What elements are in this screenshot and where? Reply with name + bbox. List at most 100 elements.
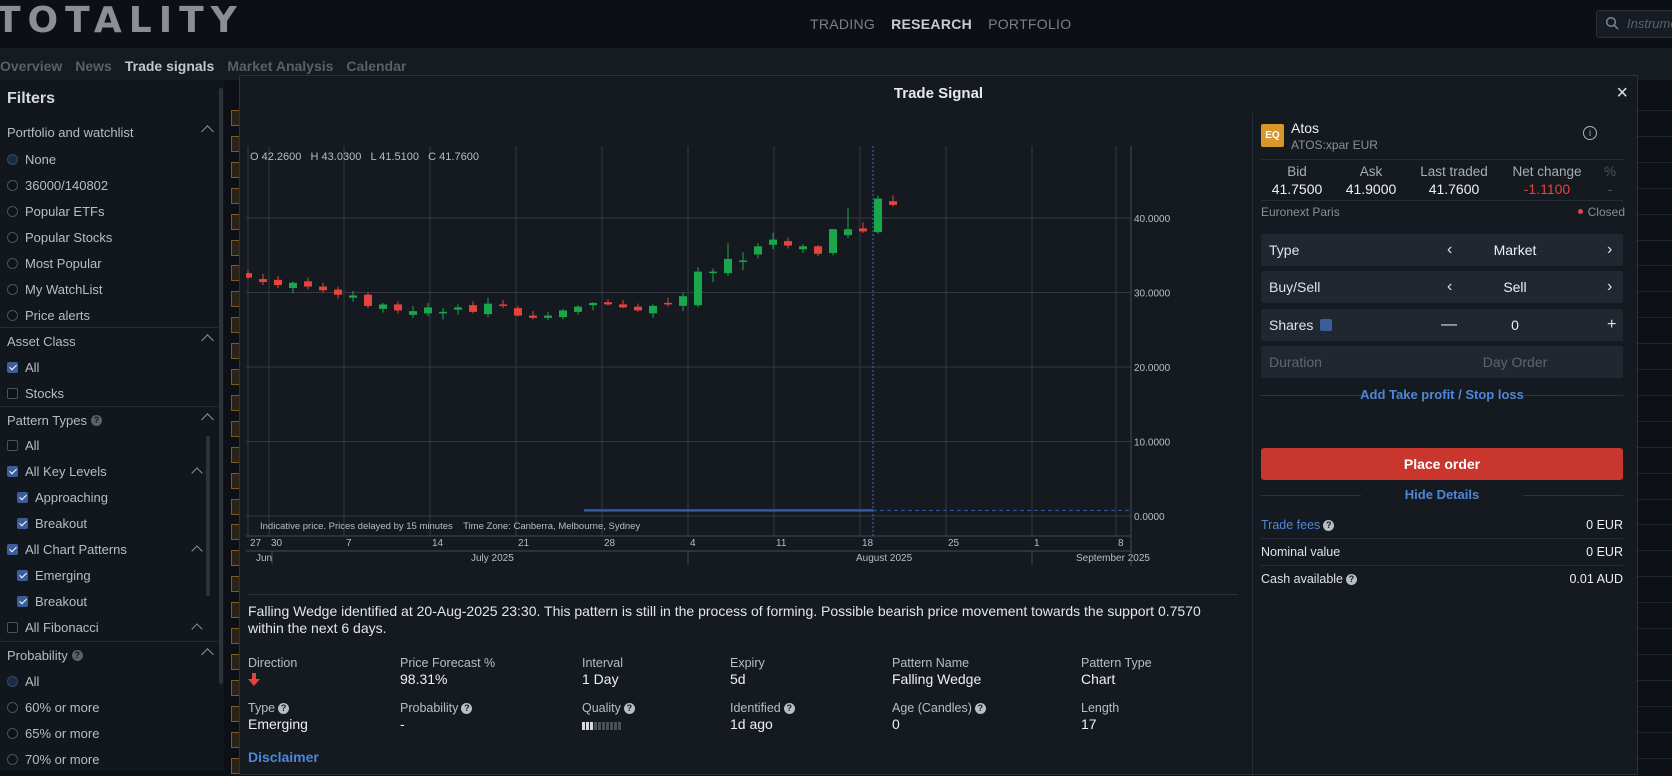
tab-calendar[interactable]: Calendar bbox=[346, 58, 407, 74]
checkbox[interactable] bbox=[17, 569, 28, 581]
radio-button[interactable] bbox=[7, 753, 18, 765]
filter-option[interactable]: All Chart Patterns bbox=[7, 539, 127, 559]
radio-button[interactable] bbox=[7, 727, 18, 739]
radio-button[interactable] bbox=[7, 309, 18, 321]
help-icon[interactable]: ? bbox=[1323, 520, 1335, 531]
chevron-up-icon[interactable] bbox=[201, 648, 214, 661]
filter-option[interactable]: Breakout bbox=[17, 513, 87, 533]
filter-option[interactable]: Price alerts bbox=[7, 305, 90, 325]
chevron-up-icon[interactable] bbox=[201, 334, 214, 347]
filter-option[interactable]: Stocks bbox=[7, 383, 64, 403]
chevron-left-icon[interactable]: ‹ bbox=[1447, 278, 1453, 295]
instrument-symbol: ATOS:xpar EUR bbox=[1291, 138, 1378, 152]
radio-button[interactable] bbox=[7, 701, 18, 713]
buy-sell-selector[interactable]: Buy/Sell ‹ Sell › bbox=[1261, 271, 1623, 303]
checkbox[interactable] bbox=[17, 595, 28, 607]
tab-trade-signals[interactable]: Trade signals bbox=[124, 58, 215, 74]
filter-group-asset-class[interactable]: Asset Class bbox=[0, 329, 218, 353]
filter-option[interactable]: Breakout bbox=[17, 591, 87, 611]
info-icon[interactable]: i bbox=[1583, 126, 1597, 140]
place-order-button[interactable]: Place order bbox=[1261, 448, 1623, 480]
radio-button[interactable] bbox=[7, 231, 18, 243]
chevron-right-icon[interactable]: › bbox=[1607, 241, 1613, 258]
pattern-scrollbar[interactable] bbox=[206, 436, 210, 596]
radio-button[interactable] bbox=[7, 283, 18, 295]
filters-title: Filters bbox=[7, 90, 56, 107]
filter-option[interactable]: Emerging bbox=[17, 565, 91, 585]
candle-body bbox=[694, 271, 702, 306]
filter-option[interactable]: All Fibonacci bbox=[7, 617, 99, 637]
radio-button[interactable] bbox=[7, 675, 18, 687]
checkbox[interactable] bbox=[7, 361, 18, 373]
chevron-up-icon[interactable] bbox=[201, 413, 214, 426]
shares-value[interactable]: 0 bbox=[1511, 317, 1519, 333]
radio-button[interactable] bbox=[7, 179, 18, 191]
checkbox[interactable] bbox=[7, 439, 18, 451]
increment-button[interactable]: + bbox=[1607, 316, 1617, 333]
close-icon[interactable]: × bbox=[1616, 82, 1628, 104]
help-icon[interactable]: ? bbox=[278, 703, 290, 714]
chevron-up-icon[interactable] bbox=[191, 545, 203, 557]
option-label: All Key Levels bbox=[25, 463, 107, 479]
add-tp-sl-link[interactable]: Add Take profit / Stop loss bbox=[1261, 387, 1623, 403]
checkbox[interactable] bbox=[17, 517, 28, 529]
order-type-selector[interactable]: Type ‹ Market › bbox=[1261, 234, 1623, 266]
chevron-left-icon[interactable]: ‹ bbox=[1447, 241, 1453, 258]
filter-option[interactable]: All Key Levels bbox=[7, 461, 107, 481]
filter-option[interactable]: All bbox=[7, 357, 39, 377]
hide-details-link[interactable]: Hide Details bbox=[1261, 487, 1623, 503]
signal-list-row-divider bbox=[1635, 628, 1672, 629]
filter-group-pattern-types[interactable]: Pattern Types? bbox=[0, 408, 218, 432]
nav-research[interactable]: RESEARCH bbox=[891, 16, 973, 32]
tab-overview[interactable]: Overview bbox=[0, 58, 63, 74]
filter-group-portfolio[interactable]: Portfolio and watchlist bbox=[0, 120, 218, 144]
price-chart[interactable]: 40.0000 30.0000 20.0000 10.0000 0.0000 27 30 7 1… bbox=[246, 146, 1249, 586]
help-icon[interactable]: ? bbox=[783, 703, 795, 714]
chevron-up-icon[interactable] bbox=[191, 467, 203, 479]
chevron-right-icon[interactable]: › bbox=[1607, 278, 1613, 295]
radio-button[interactable] bbox=[7, 205, 18, 217]
checkbox[interactable] bbox=[7, 543, 18, 555]
help-icon[interactable]: ? bbox=[1346, 574, 1357, 585]
filter-option[interactable]: Popular Stocks bbox=[7, 227, 112, 247]
tab-news[interactable]: News bbox=[75, 58, 112, 74]
help-icon[interactable]: ? bbox=[461, 703, 473, 714]
trade-fees-label[interactable]: Trade fees? bbox=[1261, 518, 1335, 532]
help-icon[interactable]: ? bbox=[974, 703, 986, 714]
checkbox[interactable] bbox=[7, 621, 18, 633]
chevron-up-icon[interactable] bbox=[191, 623, 203, 635]
radio-button[interactable] bbox=[7, 153, 18, 165]
filter-option[interactable]: 60% or more bbox=[7, 697, 99, 717]
brand-logo[interactable]: TOTALITY bbox=[0, 0, 244, 41]
option-label: 65% or more bbox=[25, 725, 100, 741]
filter-group-probability[interactable]: Probability? bbox=[0, 643, 218, 667]
chevron-up-icon[interactable] bbox=[201, 125, 214, 138]
filter-option[interactable]: 70% or more bbox=[7, 749, 99, 769]
filter-option[interactable]: 36000/140802 bbox=[7, 175, 108, 195]
tab-market-analysis[interactable]: Market Analysis bbox=[227, 58, 334, 74]
help-icon[interactable]: ? bbox=[623, 703, 635, 714]
filter-option[interactable]: All bbox=[7, 435, 39, 455]
filter-option[interactable]: All bbox=[7, 671, 39, 691]
filter-option[interactable]: Most Popular bbox=[7, 253, 102, 273]
filter-option[interactable]: Approaching bbox=[17, 487, 108, 507]
search-input[interactable]: Instrument bbox=[1596, 10, 1672, 38]
help-icon[interactable]: ? bbox=[90, 414, 102, 426]
nav-portfolio[interactable]: PORTFOLIO bbox=[988, 16, 1072, 32]
disclaimer-link[interactable]: Disclaimer bbox=[248, 749, 319, 765]
help-icon[interactable]: ? bbox=[71, 649, 83, 661]
filter-option[interactable]: None bbox=[7, 149, 56, 169]
checkbox[interactable] bbox=[17, 491, 28, 503]
filter-option[interactable]: My WatchList bbox=[7, 279, 103, 299]
checkbox[interactable] bbox=[7, 465, 18, 477]
filter-option[interactable]: Popular ETFs bbox=[7, 201, 104, 221]
instrument-name[interactable]: Atos bbox=[1291, 120, 1320, 136]
nav-trading[interactable]: TRADING bbox=[810, 16, 876, 32]
checkbox[interactable] bbox=[7, 387, 18, 399]
radio-button[interactable] bbox=[7, 257, 18, 269]
shares-stepper[interactable]: Shares — 0 + bbox=[1261, 309, 1623, 341]
sidebar-scrollbar[interactable] bbox=[219, 88, 223, 684]
filter-option[interactable]: 65% or more bbox=[7, 723, 99, 743]
decrement-button[interactable]: — bbox=[1441, 316, 1457, 333]
calculator-icon[interactable] bbox=[1320, 319, 1333, 331]
